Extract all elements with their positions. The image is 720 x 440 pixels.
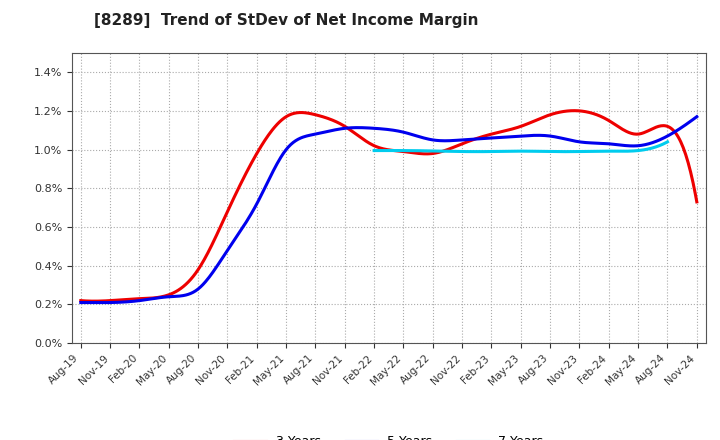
7 Years <box>657 143 665 148</box>
7 Years <box>611 149 619 154</box>
3 Years <box>411 150 420 156</box>
5 Years <box>693 114 701 119</box>
5 Years <box>582 140 591 145</box>
3 Years <box>370 143 379 149</box>
5 Years <box>76 300 85 305</box>
7 Years <box>370 148 379 153</box>
5 Years <box>374 126 382 131</box>
3 Years <box>584 110 593 115</box>
7 Years <box>511 149 520 154</box>
7 Years <box>561 149 570 154</box>
5 Years <box>370 126 379 131</box>
3 Years <box>570 108 579 114</box>
7 Years <box>509 149 518 154</box>
Line: 7 Years: 7 Years <box>374 142 667 152</box>
5 Years <box>95 300 104 305</box>
3 Years <box>444 147 453 152</box>
7 Years <box>528 149 537 154</box>
3 Years <box>680 148 689 154</box>
3 Years <box>374 145 382 150</box>
7 Years <box>663 139 672 144</box>
Line: 3 Years: 3 Years <box>81 111 697 301</box>
3 Years <box>693 199 701 205</box>
3 Years <box>76 298 85 303</box>
Line: 5 Years: 5 Years <box>81 117 697 303</box>
3 Years <box>90 298 99 304</box>
5 Years <box>411 133 420 138</box>
Text: [8289]  Trend of StDev of Net Income Margin: [8289] Trend of StDev of Net Income Marg… <box>94 13 478 28</box>
Legend: 3 Years, 5 Years, 7 Years: 3 Years, 5 Years, 7 Years <box>229 430 549 440</box>
5 Years <box>679 124 688 129</box>
7 Years <box>544 149 553 154</box>
5 Years <box>444 138 453 143</box>
